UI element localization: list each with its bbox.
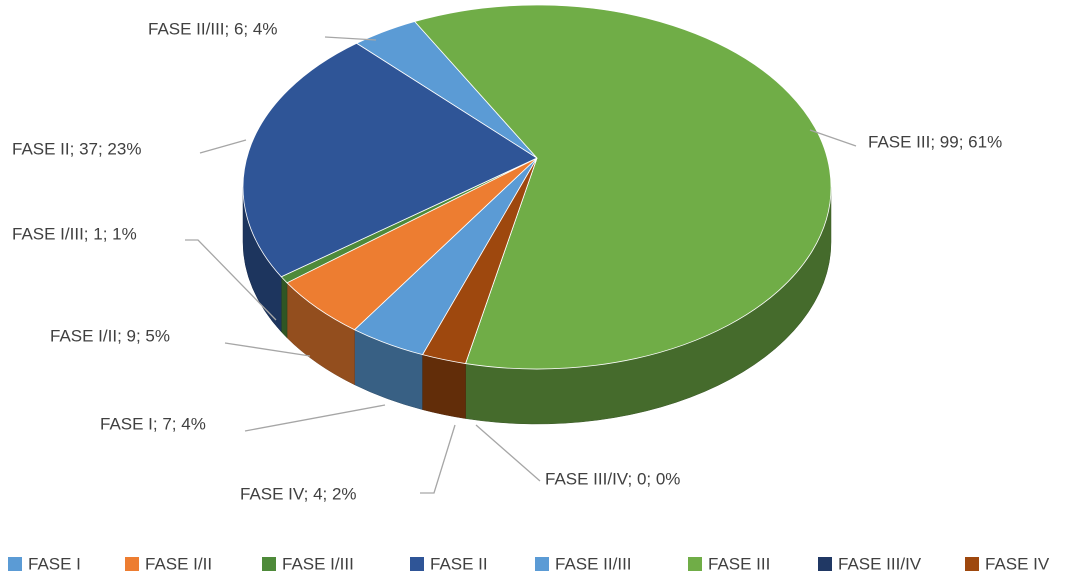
legend-label: FASE II/III xyxy=(555,554,632,573)
legend-label: FASE I/II xyxy=(145,554,212,573)
data-label: FASE I/II; 9; 5% xyxy=(50,326,170,345)
legend-label: FASE I xyxy=(28,554,81,573)
leader-line xyxy=(324,36,377,41)
pie-tops xyxy=(242,4,832,370)
data-label: FASE IV; 4; 2% xyxy=(240,484,357,503)
legend-label: FASE I/III xyxy=(282,554,354,573)
legend-swatch xyxy=(818,557,832,571)
data-labels: FASE I; 7; 4% FASE I/II; 9; 5% FASE I/III;… xyxy=(12,19,1002,503)
leader-line xyxy=(809,129,857,147)
legend-swatch xyxy=(688,557,702,571)
leader-line xyxy=(224,342,311,357)
leader-line xyxy=(475,424,541,482)
legend-label: FASE IV xyxy=(985,554,1050,573)
data-label: FASE III; 99; 61% xyxy=(868,132,1002,151)
leader-line xyxy=(199,139,247,154)
legend: FASE I FASE I/II FASE I/III FASE II FASE II/… xyxy=(8,554,1050,573)
pie-slice xyxy=(413,4,832,370)
legend-label: FASE III/IV xyxy=(838,554,922,573)
pie-side xyxy=(422,354,466,419)
data-label: FASE II; 37; 23% xyxy=(12,139,141,158)
legend-swatch xyxy=(262,557,276,571)
legend-swatch xyxy=(535,557,549,571)
pie-slice xyxy=(421,157,538,364)
legend-label: FASE II xyxy=(430,554,488,573)
pie-side xyxy=(281,276,288,339)
data-label: FASE I; 7; 4% xyxy=(100,414,206,433)
legend-swatch xyxy=(125,557,139,571)
legend-swatch xyxy=(8,557,22,571)
data-label: FASE II/III; 6; 4% xyxy=(148,19,277,38)
pie-sides xyxy=(242,186,832,425)
leader-line xyxy=(244,404,386,432)
data-label: FASE I/III; 1; 1% xyxy=(12,224,137,243)
legend-swatch xyxy=(965,557,979,571)
legend-swatch xyxy=(410,557,424,571)
leader-line xyxy=(185,239,277,321)
leader-line xyxy=(420,424,456,494)
data-label: FASE III/IV; 0; 0% xyxy=(545,469,680,488)
pie-slice xyxy=(242,42,538,278)
legend-label: FASE III xyxy=(708,554,770,573)
